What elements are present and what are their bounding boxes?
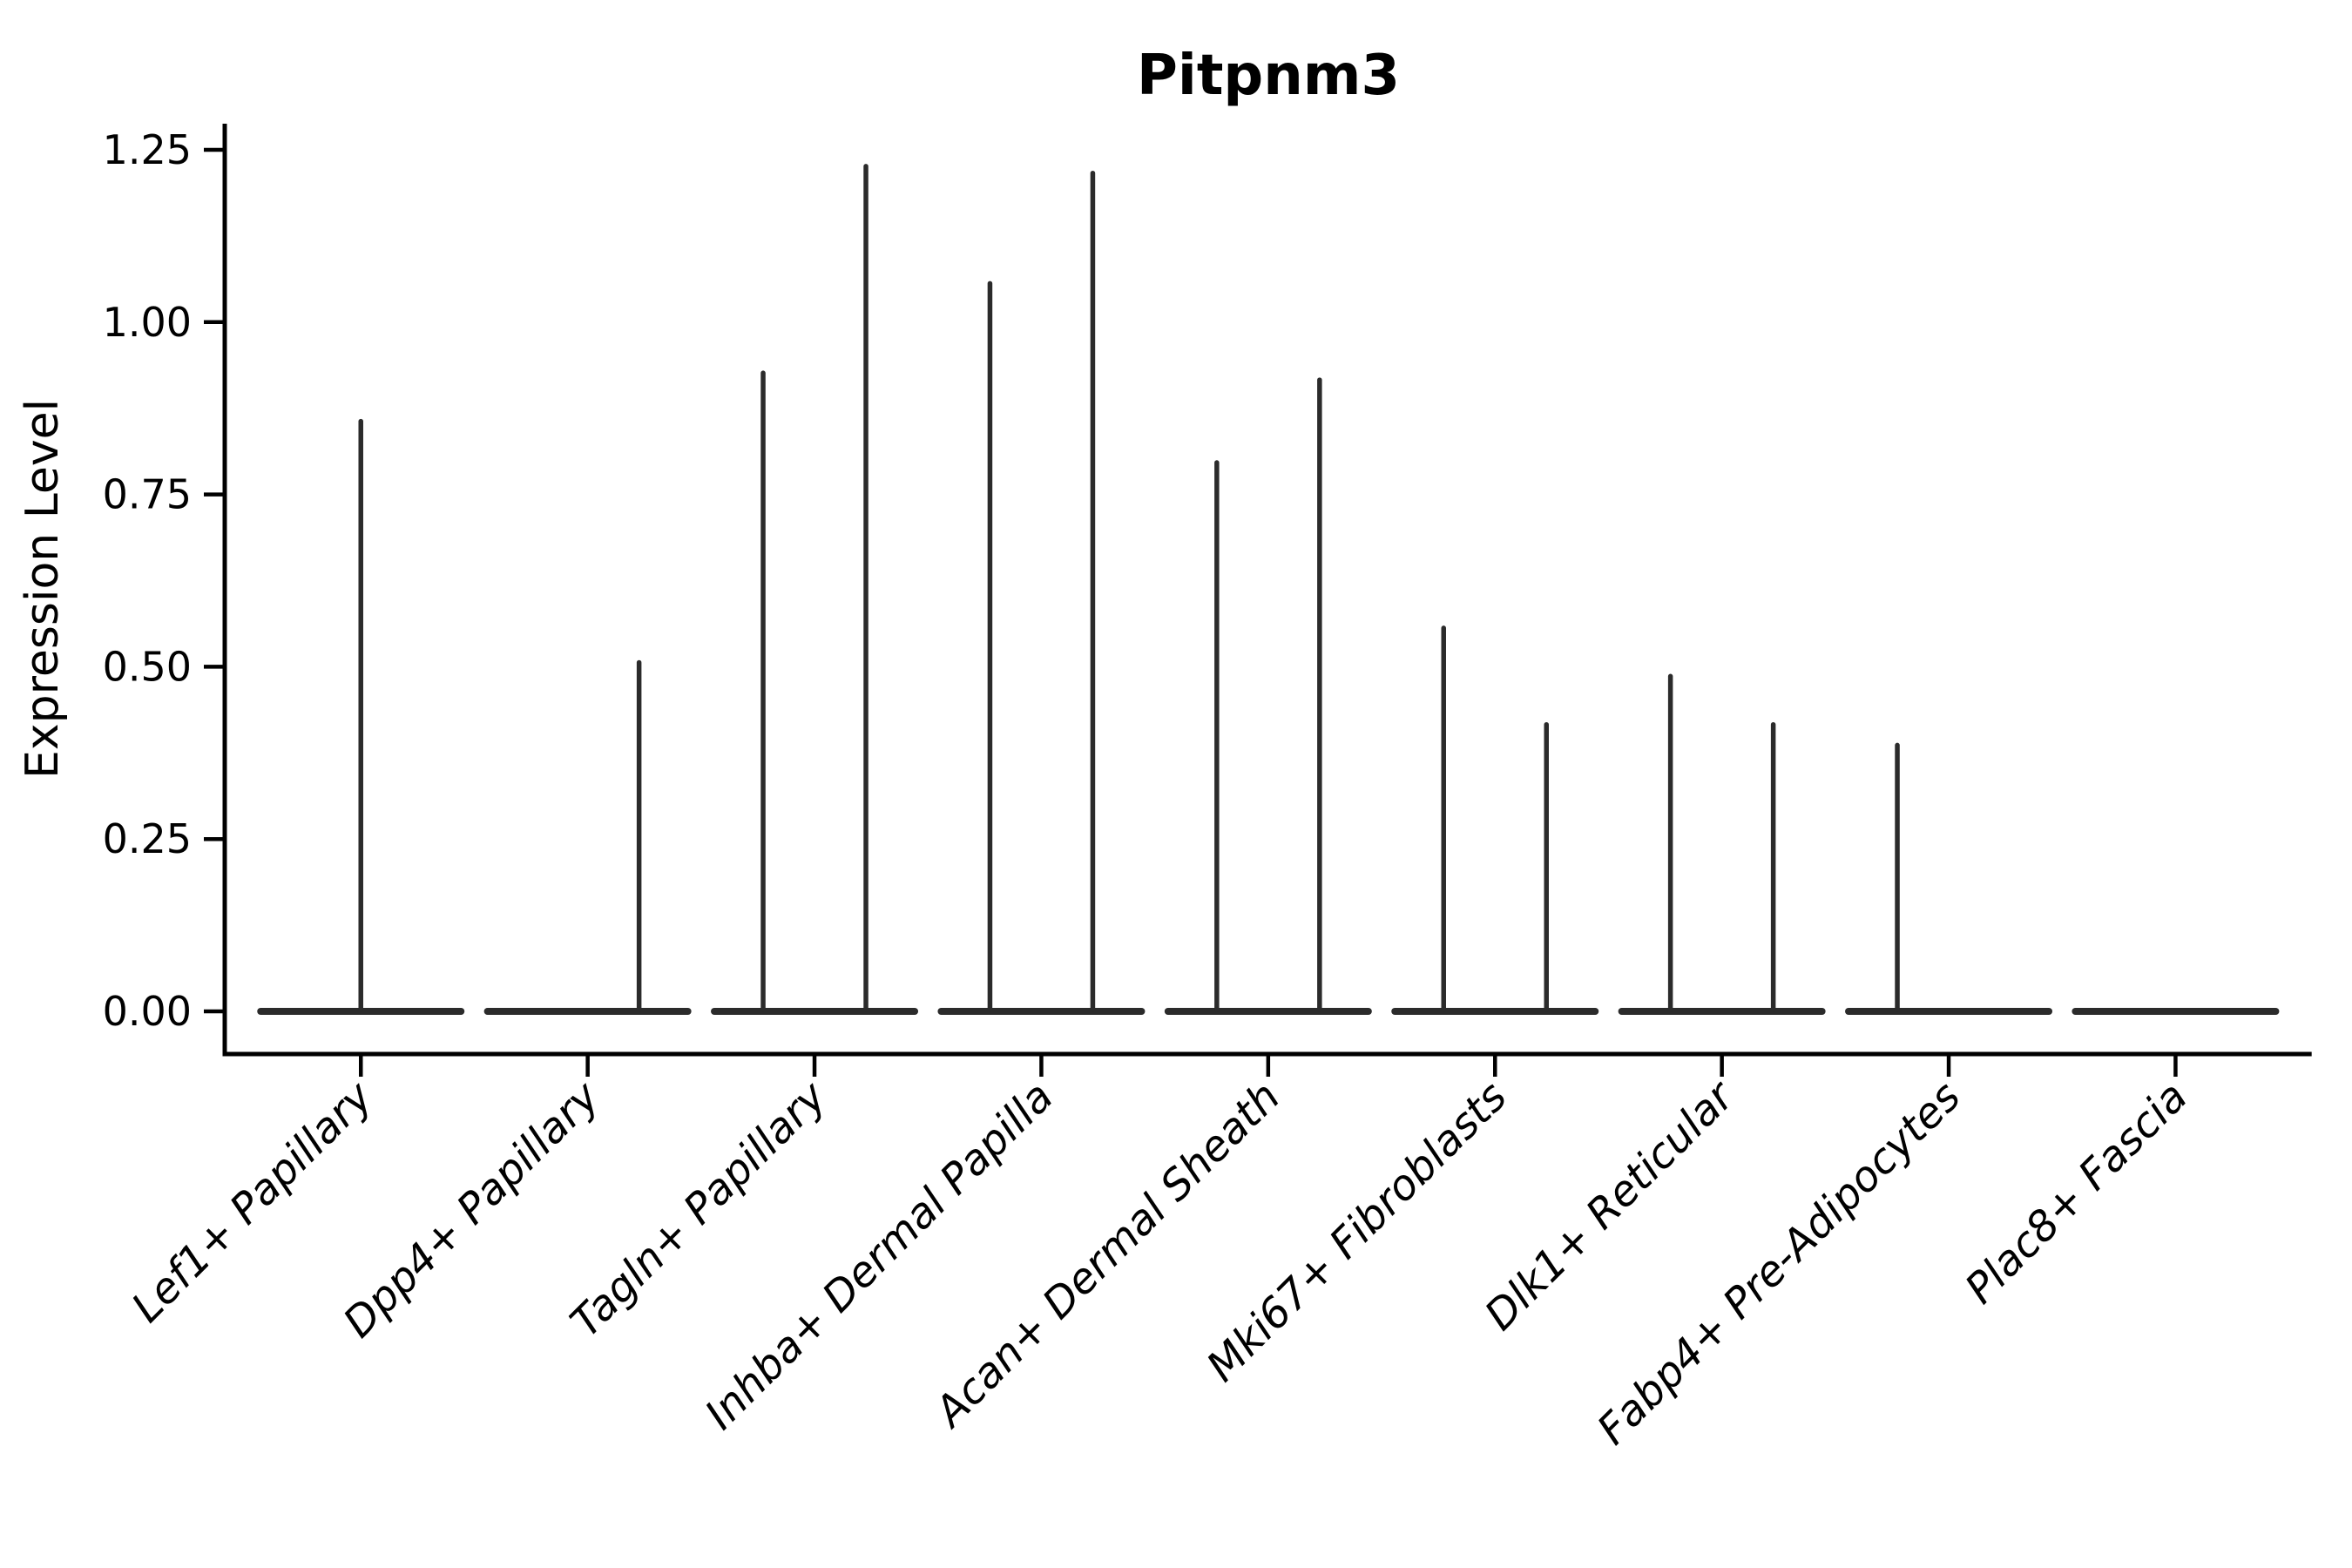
violin xyxy=(711,164,919,1015)
violin-series xyxy=(257,164,2280,1015)
y-tick-label: 0.50 xyxy=(103,643,192,690)
axes xyxy=(222,124,2312,1057)
violin xyxy=(483,659,692,1015)
violin xyxy=(1618,673,1826,1015)
y-tick-label: 0.75 xyxy=(103,471,192,518)
violin xyxy=(257,418,465,1015)
y-tick-label: 1.25 xyxy=(103,126,192,173)
x-tick-label: Dlk1+ Reticular xyxy=(1476,1071,1746,1341)
x-tick-label: Fabp4+ Pre-Adipocytes xyxy=(1588,1072,1970,1455)
y-axis-title: Expression Level xyxy=(17,399,69,779)
y-tick-label: 0.25 xyxy=(103,815,192,862)
violin xyxy=(1164,377,1372,1015)
y-axis-ticks: 0.00 0.25 0.50 0.75 1.00 1.25 xyxy=(103,126,225,1035)
y-tick-label: 0.00 xyxy=(103,988,192,1035)
chart-title: Pitpnm3 xyxy=(1137,44,1400,108)
x-tick-label: Lef1+ Papillary xyxy=(123,1071,383,1332)
violin xyxy=(937,170,1146,1015)
violin xyxy=(1391,625,1599,1015)
x-tick-label: Plac8+ Fascia xyxy=(1956,1072,2197,1314)
violin xyxy=(1845,742,2053,1015)
y-tick-label: 1.00 xyxy=(103,299,192,346)
